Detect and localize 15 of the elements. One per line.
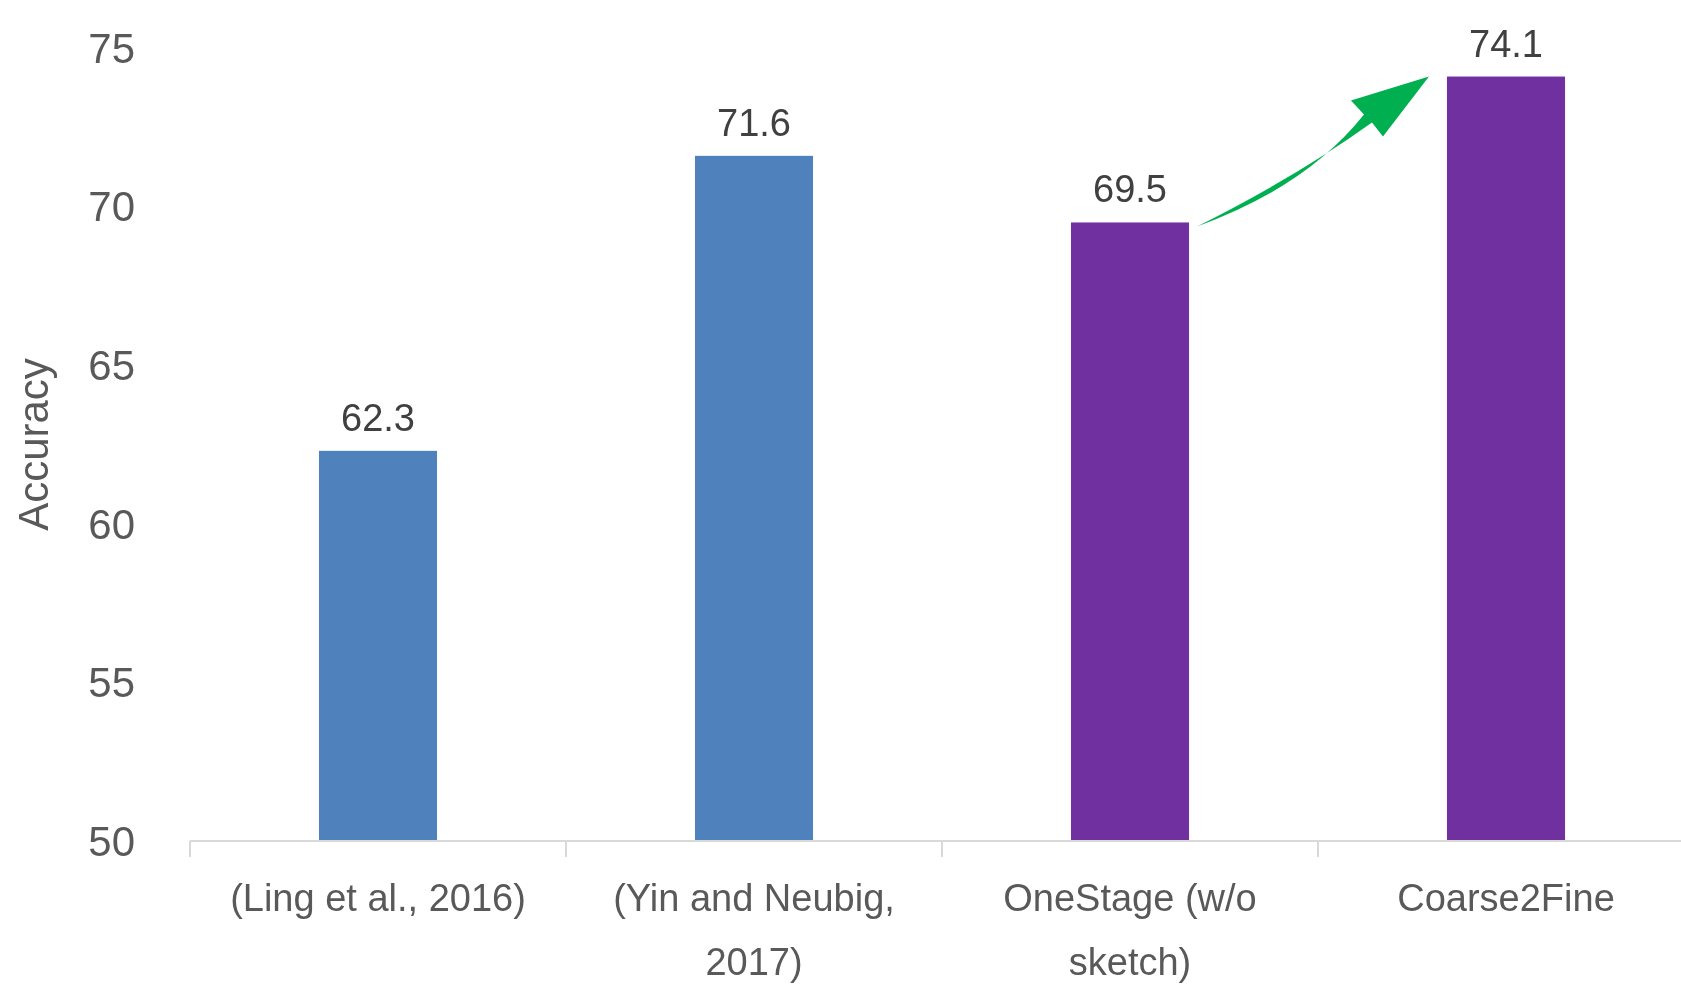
data-label: 62.3 <box>341 396 415 439</box>
y-tick-label: 70 <box>88 183 135 231</box>
data-label: 71.6 <box>717 101 791 144</box>
y-tick-label: 75 <box>88 24 135 72</box>
data-label: 74.1 <box>1469 22 1543 65</box>
y-tick-label: 60 <box>88 500 135 548</box>
y-tick-label: 50 <box>88 817 135 865</box>
x-tick-label: (Yin and Neubig, 2017) <box>613 877 895 983</box>
y-axis-title: Accuracy <box>10 358 57 531</box>
y-tick-label: 65 <box>88 341 135 389</box>
data-label: 69.5 <box>1093 168 1167 211</box>
x-tick-label: Coarse2Fine <box>1397 877 1615 919</box>
y-tick-label: 55 <box>88 659 135 707</box>
x-tick-label: OneStage (w/o sketch) <box>1003 877 1257 983</box>
x-tick-label: (Ling et al., 2016) <box>230 877 526 919</box>
